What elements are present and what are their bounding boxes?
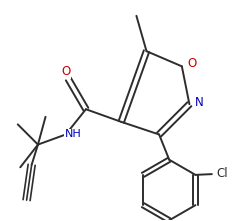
Text: N: N [195, 96, 203, 109]
Text: O: O [187, 57, 197, 70]
Text: O: O [61, 65, 70, 78]
Text: Cl: Cl [217, 167, 228, 180]
Text: NH: NH [64, 130, 81, 139]
